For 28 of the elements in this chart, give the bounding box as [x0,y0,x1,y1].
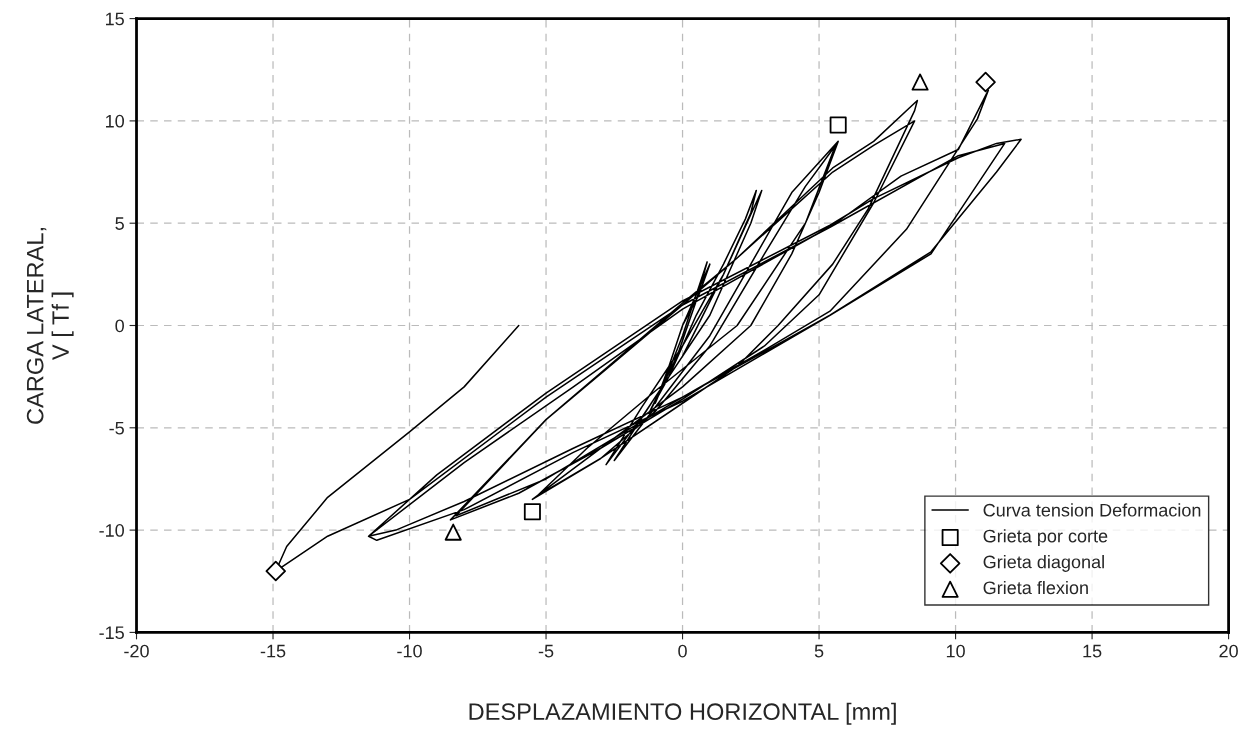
x-tick-label: 20 [1219,644,1238,658]
point [444,523,462,541]
y-tick-label: 10 [106,114,124,128]
point [975,71,996,93]
point [523,503,541,521]
legend-label: Grieta por corte [983,529,1108,547]
y-tick-label: 0 [115,319,124,333]
x-axis-title: DESPLAZAMIENTO HORIZONTAL [mm] [469,702,896,725]
y-axis-title: CARGA LATERAL, V [ Tf ] [26,228,74,424]
x-tick-label: -15 [260,644,286,658]
point [265,560,286,582]
y-tick-label: 5 [115,217,124,230]
legend-label: Grieta flexion [983,580,1088,595]
x-tick-label: -5 [538,644,554,658]
x-tick-label: 15 [1083,644,1102,658]
x-tick-label: 0 [678,644,687,658]
legend-label: Curva tension Deformacion [983,503,1201,517]
point [911,73,929,91]
x-tick-label: -10 [397,644,422,658]
y-tick-label: 15 [106,12,124,26]
y-tick-label: -10 [99,524,124,537]
y-tick-label: -5 [109,421,124,435]
x-tick-label: -20 [124,644,149,658]
y-tick-label: -15 [99,626,124,640]
legend-label: Grieta diagonal [983,555,1104,572]
x-tick-label: 10 [946,644,965,658]
x-tick-label: 5 [814,644,824,658]
point [829,116,847,134]
